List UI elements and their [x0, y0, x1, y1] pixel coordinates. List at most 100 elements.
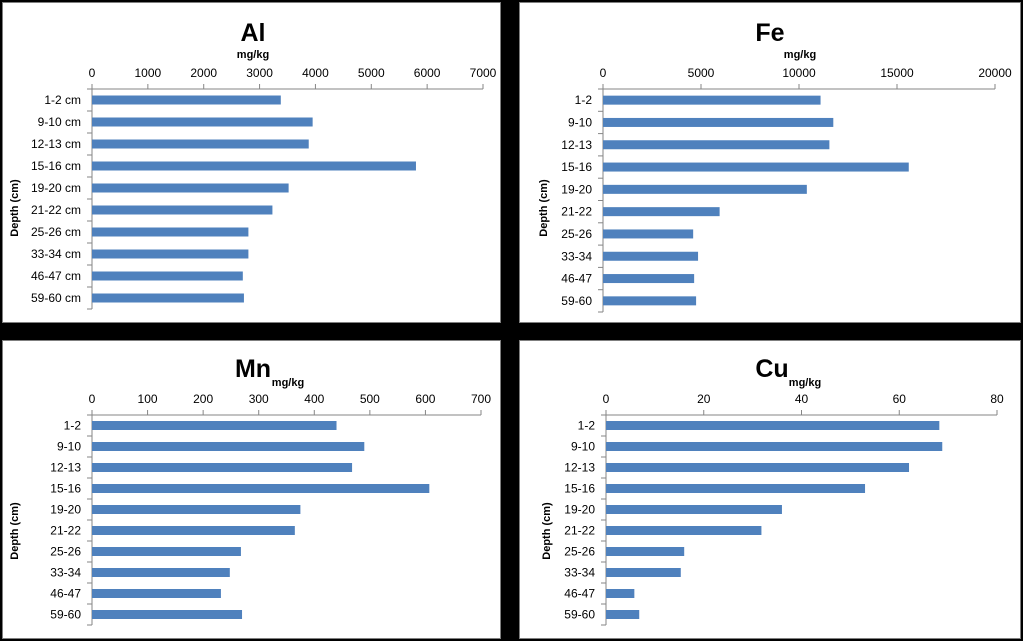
mn-category-label: 25-26 — [50, 545, 81, 559]
al-x-tick-label: 0 — [89, 66, 96, 80]
al-x-tick-label: 4000 — [302, 66, 329, 80]
al-x-tick-label: 6000 — [414, 66, 441, 80]
cu-chart-title: Cu — [755, 355, 788, 383]
al-category-label: 15-16 cm — [31, 159, 81, 173]
cu-bar — [606, 526, 762, 535]
al-chart-panel: Al mg/kg Depth (cm) 0 1000 2000 3000 4000 5000 60… — [2, 2, 501, 323]
mn-category-label: 1-2 — [64, 419, 82, 433]
cu-x-tick-label: 60 — [893, 392, 907, 406]
fe-bar — [603, 140, 830, 150]
fe-category-label: 9-10 — [568, 115, 592, 129]
al-category-label: 12-13 cm — [31, 137, 81, 151]
fe-bar — [603, 95, 821, 105]
cu-category-label: 59-60 — [564, 608, 595, 622]
cu-x-tick-label: 20 — [697, 392, 711, 406]
fe-x-tick-label: 5000 — [688, 66, 715, 80]
fe-bar — [603, 296, 697, 306]
cu-bar — [606, 442, 943, 451]
al-chart-title: Al — [241, 19, 266, 47]
al-bar — [92, 95, 281, 105]
mn-x-tick-label: 600 — [415, 392, 435, 406]
al-category-label: 19-20 cm — [31, 181, 81, 195]
fe-x-tick-label: 20000 — [978, 66, 1012, 80]
al-category-label: 25-26 cm — [31, 225, 81, 239]
fe-category-label: 12-13 — [561, 138, 592, 152]
mn-bar — [92, 589, 221, 598]
mn-category-label: 46-47 — [50, 587, 81, 601]
al-x-tick-label: 5000 — [358, 66, 385, 80]
al-x-tick-label: 1000 — [135, 66, 162, 80]
fe-category-label: 25-26 — [561, 227, 592, 241]
al-bar — [92, 117, 313, 127]
cu-bar — [606, 505, 782, 514]
mn-bar — [92, 505, 301, 514]
mn-category-label: 15-16 — [50, 482, 81, 496]
fe-category-label: 15-16 — [561, 160, 592, 174]
al-x-tick-label: 7000 — [470, 66, 497, 80]
cu-bar — [606, 610, 640, 619]
cu-x-tick-label: 40 — [795, 392, 809, 406]
cu-category-label: 21-22 — [564, 524, 595, 538]
mn-x-tick-label: 500 — [360, 392, 380, 406]
cu-bar — [606, 589, 635, 598]
cu-category-label: 12-13 — [564, 461, 595, 475]
cu-y-axis-label: Depth (cm) — [541, 502, 553, 560]
al-bar — [92, 139, 309, 149]
cu-bar — [606, 463, 910, 472]
mn-bar — [92, 610, 243, 619]
al-x-tick-label: 2000 — [190, 66, 217, 80]
fe-bar — [603, 251, 699, 261]
cu-x-tick-label: 80 — [990, 392, 1004, 406]
cu-category-label: 25-26 — [564, 545, 595, 559]
al-x-tick-label: 3000 — [246, 66, 273, 80]
al-bar — [92, 227, 249, 237]
cu-category-label: 19-20 — [564, 503, 595, 517]
fe-unit-label: mg/kg — [784, 49, 816, 61]
al-bar — [92, 271, 243, 281]
fe-chart-title: Fe — [755, 19, 784, 47]
fe-category-label: 46-47 — [561, 272, 592, 286]
fe-x-tick-label: 10000 — [782, 66, 816, 80]
mn-x-tick-label: 400 — [304, 392, 324, 406]
cu-bar — [606, 568, 681, 577]
cu-category-label: 15-16 — [564, 482, 595, 496]
mn-chart-svg: Mn mg/kg Depth (cm) 0 100 200 300 400 500 600 700 1… — [9, 355, 491, 626]
mn-y-axis-label: Depth (cm) — [9, 502, 21, 560]
al-category-label: 1-2 cm — [44, 93, 81, 107]
mn-x-tick-label: 0 — [89, 392, 96, 406]
cu-x-tick-label: 0 — [603, 392, 610, 406]
al-unit-label: mg/kg — [237, 49, 269, 61]
mn-category-label: 19-20 — [50, 503, 81, 517]
mn-x-tick-label: 700 — [471, 392, 491, 406]
cu-chart-panel: Cu mg/kg Depth (cm) 0 20 40 60 80 1-2 9-10 12-13 15… — [519, 340, 1021, 639]
mn-x-tick-label: 100 — [138, 392, 158, 406]
mn-category-label: 21-22 — [50, 524, 81, 538]
mn-category-label: 9-10 — [57, 440, 81, 454]
al-bar — [92, 205, 273, 215]
mn-category-label: 12-13 — [50, 461, 81, 475]
cu-category-label: 1-2 — [578, 419, 596, 433]
cu-category-label: 46-47 — [564, 587, 595, 601]
mn-category-label: 59-60 — [50, 608, 81, 622]
al-category-label: 21-22 cm — [31, 203, 81, 217]
mn-bar — [92, 463, 353, 472]
al-category-label: 59-60 cm — [31, 291, 81, 305]
cu-category-label: 33-34 — [564, 566, 595, 580]
fe-bar — [603, 117, 834, 127]
cu-bar — [606, 421, 940, 430]
fe-bar — [603, 274, 695, 284]
fe-category-label: 1-2 — [575, 93, 593, 107]
al-bar — [92, 161, 416, 171]
fe-chart-panel: Fe mg/kg Depth (cm) 0 5000 10000 15000 20000 1-2… — [519, 2, 1021, 323]
mn-unit-label: mg/kg — [272, 377, 304, 389]
al-category-label: 46-47 cm — [31, 269, 81, 283]
mn-bar — [92, 526, 295, 535]
fe-bar — [603, 207, 720, 217]
al-y-axis-label: Depth (cm) — [9, 179, 21, 237]
fe-x-tick-label: 0 — [600, 66, 607, 80]
al-bar — [92, 183, 289, 193]
al-category-label: 33-34 cm — [31, 247, 81, 261]
fe-bar — [603, 184, 807, 194]
al-category-label: 9-10 cm — [38, 115, 81, 129]
mn-chart-title: Mn — [235, 355, 271, 383]
